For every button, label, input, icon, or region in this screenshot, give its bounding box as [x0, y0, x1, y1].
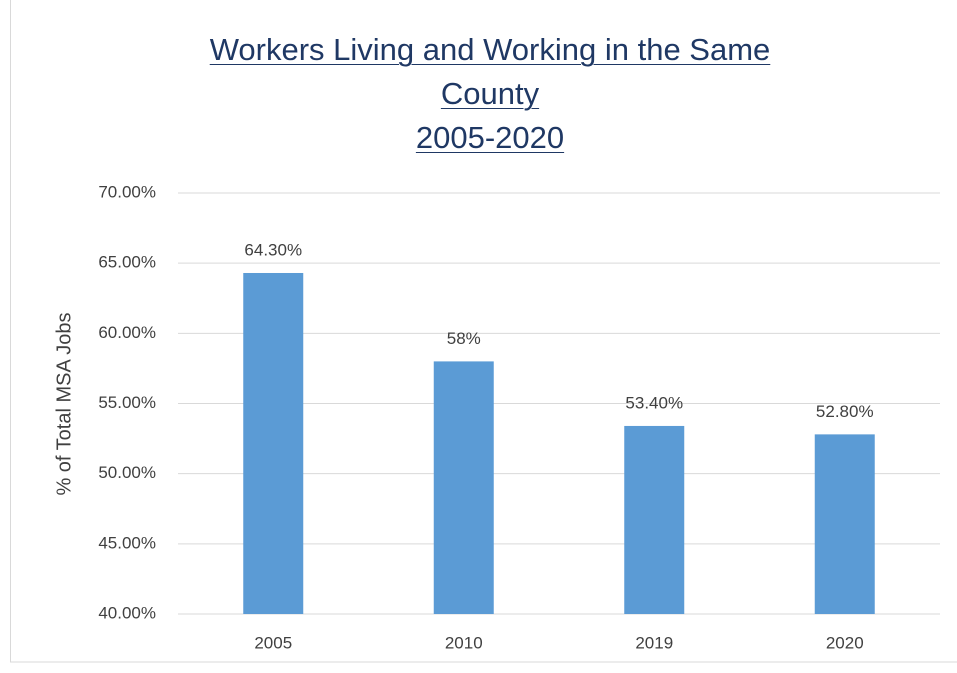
x-tick-label: 2019	[635, 633, 673, 652]
data-label: 64.30%	[244, 240, 302, 259]
y-tick-label: 65.00%	[98, 253, 156, 272]
data-label: 58%	[447, 329, 481, 348]
y-tick-label: 55.00%	[98, 393, 156, 412]
chart-title: Workers Living and Working in the Same C…	[209, 32, 771, 111]
y-tick-label: 60.00%	[98, 323, 156, 342]
x-tick-label: 2020	[826, 633, 864, 652]
y-tick-label: 70.00%	[98, 182, 156, 201]
x-tick-label: 2010	[445, 633, 483, 652]
y-tick-label: 45.00%	[98, 533, 156, 552]
chart-subtitle: 2005-2020	[415, 120, 565, 155]
y-tick-label: 40.00%	[98, 603, 156, 622]
y-axis-label: % of Total MSA Jobs	[53, 312, 75, 495]
bar	[814, 434, 875, 614]
bar	[243, 272, 304, 614]
bar	[624, 425, 685, 614]
y-tick-label: 50.00%	[98, 463, 156, 482]
x-tick-label: 2005	[254, 633, 292, 652]
chart-border	[10, 0, 957, 663]
bar	[433, 361, 494, 614]
data-label: 53.40%	[625, 393, 683, 412]
data-label: 52.80%	[816, 402, 874, 421]
